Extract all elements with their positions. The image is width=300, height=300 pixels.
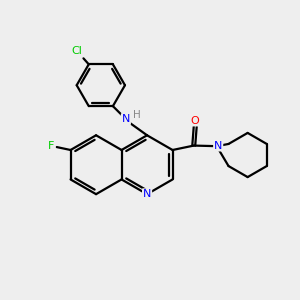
Text: O: O [191,116,200,126]
Text: F: F [48,141,55,151]
Text: Cl: Cl [71,46,82,56]
Text: H: H [133,110,141,120]
Text: N: N [122,114,130,124]
Text: N: N [214,141,222,151]
Text: N: N [143,189,151,199]
